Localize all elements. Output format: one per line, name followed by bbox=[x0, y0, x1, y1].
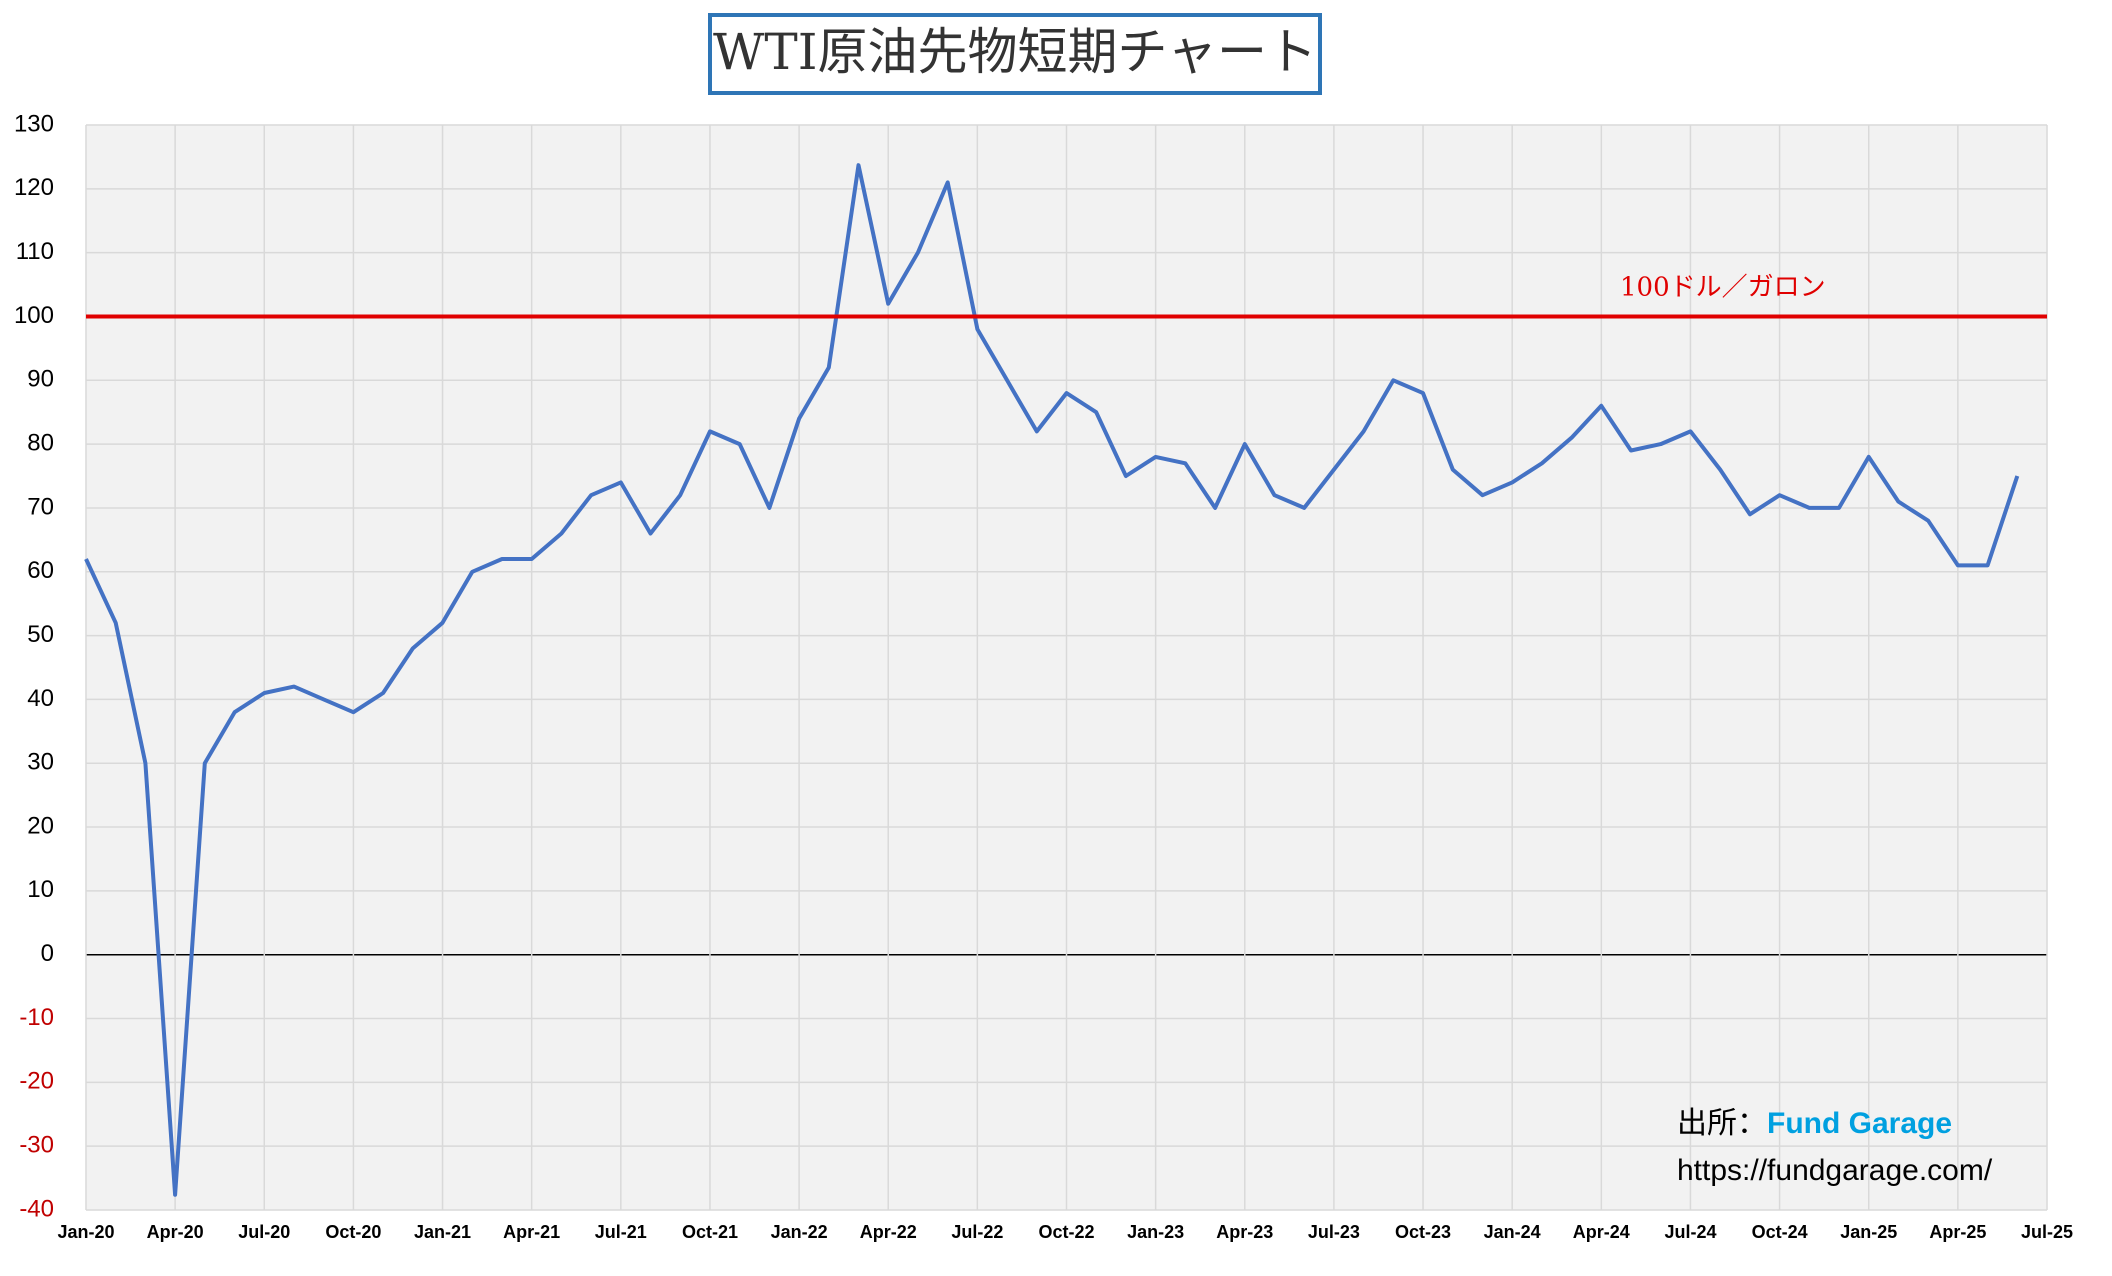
x-tick-label: Oct-22 bbox=[1038, 1222, 1094, 1242]
y-tick-label: 0 bbox=[41, 940, 54, 967]
chart-title: WTI原油先物短期チャート bbox=[713, 23, 1317, 81]
y-tick-label: 20 bbox=[27, 812, 54, 839]
marks bbox=[84, 163, 2020, 1197]
x-tick-label: Jul-25 bbox=[2021, 1222, 2073, 1242]
x-tick-label: Jul-20 bbox=[238, 1222, 290, 1242]
data-line bbox=[84, 163, 2020, 1197]
source-prefix: 出所： bbox=[1677, 1107, 1767, 1140]
x-tick-label: Jan-25 bbox=[1840, 1222, 1897, 1242]
source-name: Fund Garage bbox=[1767, 1107, 1952, 1140]
y-tick-label: -30 bbox=[19, 1132, 54, 1159]
y-tick-label: -40 bbox=[19, 1195, 54, 1222]
x-tick-label: Oct-21 bbox=[682, 1222, 738, 1242]
y-tick-label: 120 bbox=[14, 174, 54, 201]
source: 出所：Fund Garage bbox=[1677, 1107, 1952, 1140]
x-tick-label: Jul-22 bbox=[951, 1222, 1003, 1242]
x-tick-label: Jan-23 bbox=[1127, 1222, 1184, 1242]
y-tick-label: 110 bbox=[16, 238, 54, 265]
y-tick-label: -20 bbox=[19, 1068, 54, 1095]
y-tick-label: -10 bbox=[19, 1004, 54, 1031]
x-tick-label: Oct-20 bbox=[325, 1222, 381, 1242]
x-tick-label: Apr-20 bbox=[147, 1222, 204, 1242]
x-tick-label: Jul-21 bbox=[595, 1222, 647, 1242]
x-tick-label: Oct-24 bbox=[1752, 1222, 1808, 1242]
source-url: https://fundgarage.com/ bbox=[1677, 1154, 1993, 1187]
y-tick-label: 90 bbox=[27, 366, 54, 393]
y-tick-label: 30 bbox=[27, 749, 54, 776]
x-tick-label: Apr-22 bbox=[860, 1222, 917, 1242]
x-tick-label: Jul-24 bbox=[1664, 1222, 1716, 1242]
y-tick-label: 40 bbox=[27, 685, 54, 712]
x-tick-label: Apr-21 bbox=[503, 1222, 560, 1242]
x-tick-label: Apr-25 bbox=[1929, 1222, 1986, 1242]
x-tick-label: Jan-21 bbox=[414, 1222, 471, 1242]
x-tick-label: Apr-24 bbox=[1573, 1222, 1630, 1242]
y-tick-label: 50 bbox=[27, 621, 54, 648]
x-tick-label: Jan-20 bbox=[57, 1222, 114, 1242]
reference-label: 100ドル／ガロン bbox=[1620, 272, 1826, 302]
y-tick-label: 60 bbox=[27, 557, 54, 584]
y-tick-label: 10 bbox=[27, 876, 54, 903]
y-tick-label: 80 bbox=[27, 429, 54, 456]
y-tick-label: 70 bbox=[27, 493, 54, 520]
x-tick-label: Jan-24 bbox=[1484, 1222, 1541, 1242]
x-tick-label: Oct-23 bbox=[1395, 1222, 1451, 1242]
x-tick-label: Jul-23 bbox=[1308, 1222, 1360, 1242]
x-tick-label: Apr-23 bbox=[1216, 1222, 1273, 1242]
x-tick-label: Jan-22 bbox=[771, 1222, 828, 1242]
y-tick-label: 100 bbox=[14, 302, 54, 329]
grid bbox=[85, 124, 2048, 1211]
y-tick-label: 130 bbox=[14, 110, 54, 137]
title-box bbox=[708, 13, 1322, 95]
